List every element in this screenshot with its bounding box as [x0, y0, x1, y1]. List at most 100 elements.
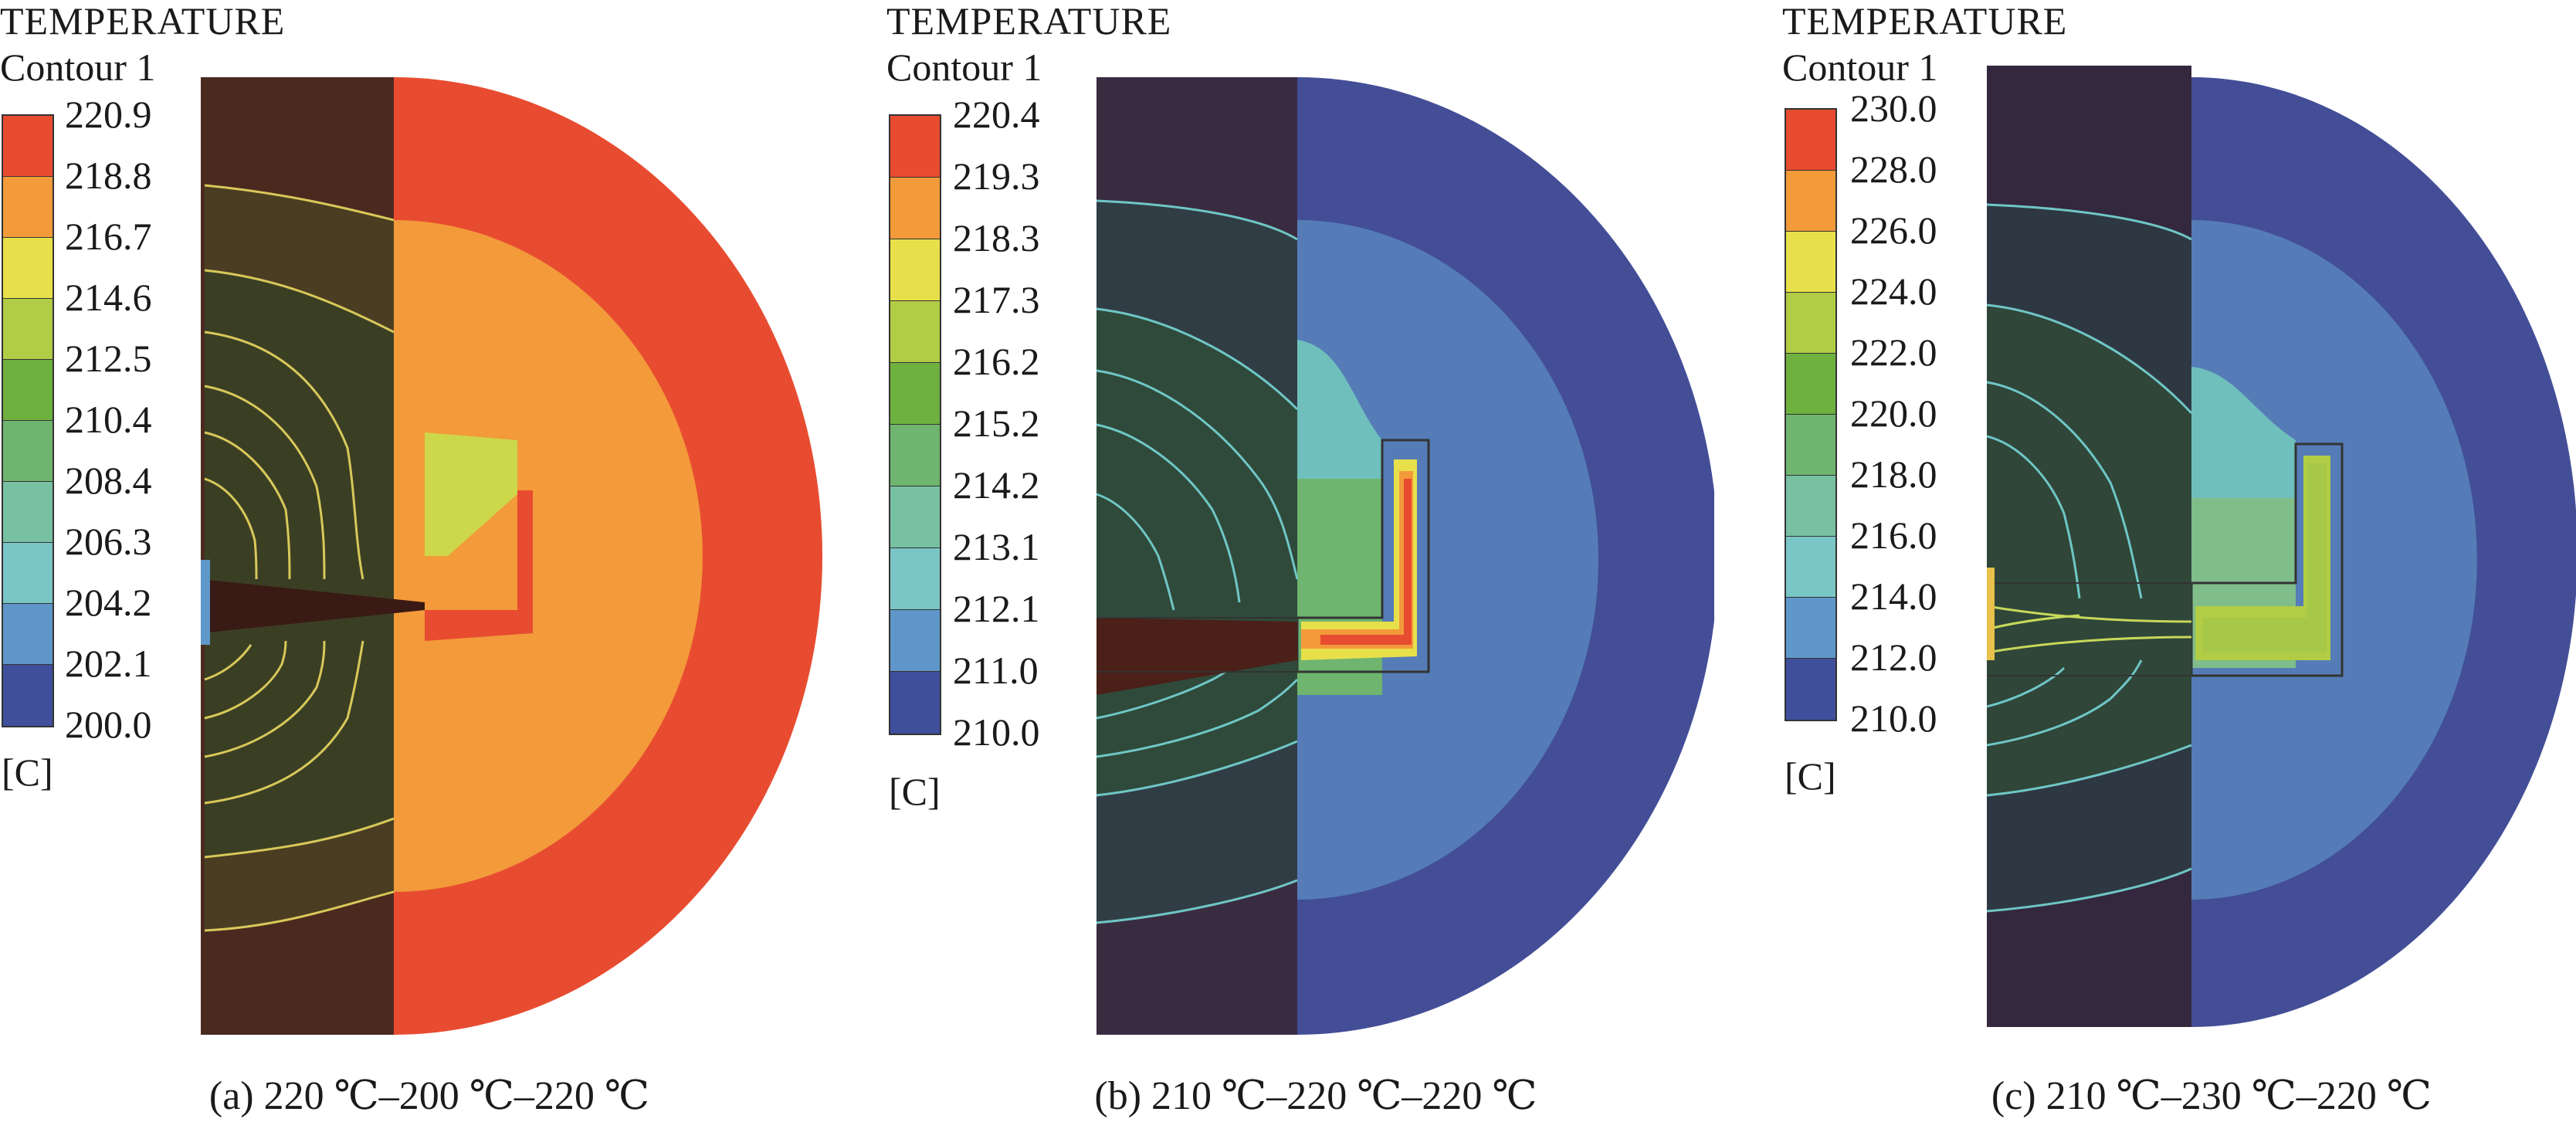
legend-tick-label: 220.4	[953, 93, 1040, 136]
legend-tick-label: 208.4	[65, 459, 152, 502]
gate-marker	[201, 560, 210, 645]
legend-tick-label: 222.0	[1850, 330, 1937, 374]
legend-tick-label: 206.3	[65, 520, 152, 563]
insert-core	[2203, 463, 2327, 653]
legend-color-band	[3, 543, 53, 604]
legend-color-band	[890, 610, 940, 672]
legend-tick-label: 211.0	[953, 649, 1039, 692]
panel-subtitle: Contour 1	[1782, 46, 1938, 89]
legend-color-band	[890, 548, 940, 610]
color-legend-bar	[1785, 108, 1837, 721]
melt-channel-streak	[425, 490, 533, 641]
unit-label: [C]	[889, 770, 941, 813]
legend-tick-label: 212.1	[953, 587, 1040, 630]
channel-outline	[1096, 617, 1382, 673]
panel-c: TEMPERATURE Contour 1 230.0 228.0 226.0 224…	[1782, 0, 2576, 1122]
legend-tick-label: 228.0	[1850, 147, 1937, 191]
legend-color-band	[3, 604, 53, 665]
legend-color-band	[3, 360, 53, 421]
legend-tick-label: 210.4	[65, 398, 152, 441]
legend-tick-label: 213.1	[953, 525, 1040, 568]
legend-tick-label: 218.8	[65, 154, 152, 197]
panel-caption: (a) 220 ℃–200 ℃–220 ℃	[208, 1074, 650, 1118]
panel-subtitle: Contour 1	[886, 46, 1042, 89]
legend-tick-label: 214.2	[953, 463, 1040, 507]
legend-tick-label: 214.0	[1850, 575, 1937, 618]
legend-color-band	[890, 425, 940, 486]
mid-region	[1297, 220, 1598, 900]
legend-tick-label: 218.3	[953, 216, 1040, 259]
contour-lines	[204, 184, 395, 932]
legend-tick-label: 230.0	[1850, 86, 1937, 130]
legend-color-band	[1786, 171, 1835, 232]
green-region	[1297, 479, 1382, 695]
unit-label: [C]	[2, 751, 53, 794]
legend-color-band	[890, 363, 940, 425]
panel-caption: (c) 210 ℃–230 ℃–220 ℃	[1991, 1074, 2432, 1118]
legend-color-band	[890, 178, 940, 239]
legend-color-band	[1786, 232, 1835, 293]
contour-lines	[1987, 203, 2193, 913]
legend-tick-label: 212.5	[65, 337, 152, 380]
legend-color-band	[890, 116, 940, 178]
inner-cool-zone-2	[205, 270, 394, 857]
channel-contours	[1987, 605, 2192, 654]
legend-tick-label: 220.9	[65, 93, 152, 136]
legend-color-band	[1786, 293, 1835, 354]
legend-color-band	[3, 421, 53, 482]
legend-tick-label: 218.0	[1850, 453, 1937, 496]
legend-tick-label: 200.0	[65, 703, 152, 746]
flow-channel	[1096, 618, 1297, 695]
temperature-contour-plot	[1987, 66, 2576, 1027]
legend-tick-label: 220.0	[1850, 392, 1937, 435]
channel-outline	[1987, 582, 2296, 676]
temperature-contour-plot	[201, 77, 822, 1035]
hot-region	[425, 432, 517, 556]
legend-tick-label: 224.0	[1850, 269, 1937, 313]
legend-color-band	[890, 239, 940, 301]
unit-label: [C]	[1785, 754, 1836, 798]
legend-color-band	[3, 177, 53, 238]
legend-color-band	[3, 665, 53, 726]
legend-tick-label: 204.2	[65, 581, 152, 624]
panel-caption: (b) 210 ℃–220 ℃–220 ℃	[1094, 1074, 1537, 1118]
color-legend-bar	[889, 114, 941, 735]
legend-color-band	[1786, 110, 1835, 171]
legend-tick-label: 210.0	[953, 710, 1040, 754]
legend-color-band	[3, 116, 53, 177]
legend-color-band	[1786, 476, 1835, 537]
legend-tick-label: 219.3	[953, 154, 1040, 198]
legend-color-band	[1786, 415, 1835, 476]
mid-region	[2191, 220, 2477, 900]
legend-color-band	[890, 672, 940, 734]
legend-tick-label: 215.2	[953, 402, 1040, 445]
legend-color-band	[1786, 659, 1835, 720]
legend-tick-label: 216.7	[65, 215, 152, 258]
panel-title: TEMPERATURE	[0, 0, 286, 42]
legend-tick-label: 212.0	[1850, 636, 1937, 679]
temperature-contour-plot	[1096, 77, 1714, 1035]
legend-tick-label: 202.1	[65, 642, 152, 685]
mid-region	[394, 220, 703, 892]
panel-subtitle: Contour 1	[0, 46, 156, 89]
contour-lines	[1096, 199, 1299, 924]
panel-title: TEMPERATURE	[886, 0, 1172, 42]
legend-tick-label: 210.0	[1850, 697, 1937, 740]
legend-tick-label: 216.2	[953, 340, 1040, 383]
part-core	[1987, 305, 2191, 795]
legend-color-band	[1786, 354, 1835, 415]
legend-tick-label: 216.0	[1850, 514, 1937, 557]
insert-warm	[2195, 456, 2330, 660]
panel-b: TEMPERATURE Contour 1 220.4 219.3 218.3 217…	[886, 0, 1745, 1122]
flow-channel	[201, 579, 425, 633]
legend-tick-label: 226.0	[1850, 208, 1937, 252]
panel-title: TEMPERATURE	[1782, 0, 2068, 42]
legend-tick-label: 217.3	[953, 278, 1040, 321]
legend-color-band	[3, 482, 53, 543]
legend-color-band	[890, 486, 940, 548]
insert-core	[1301, 471, 1413, 649]
panel-a: TEMPERATURE Contour 1 220.9 218.8 216.7 214…	[0, 0, 859, 1122]
gate-marker	[1987, 568, 1995, 660]
legend-color-band	[890, 301, 940, 363]
legend-color-band	[3, 238, 53, 299]
